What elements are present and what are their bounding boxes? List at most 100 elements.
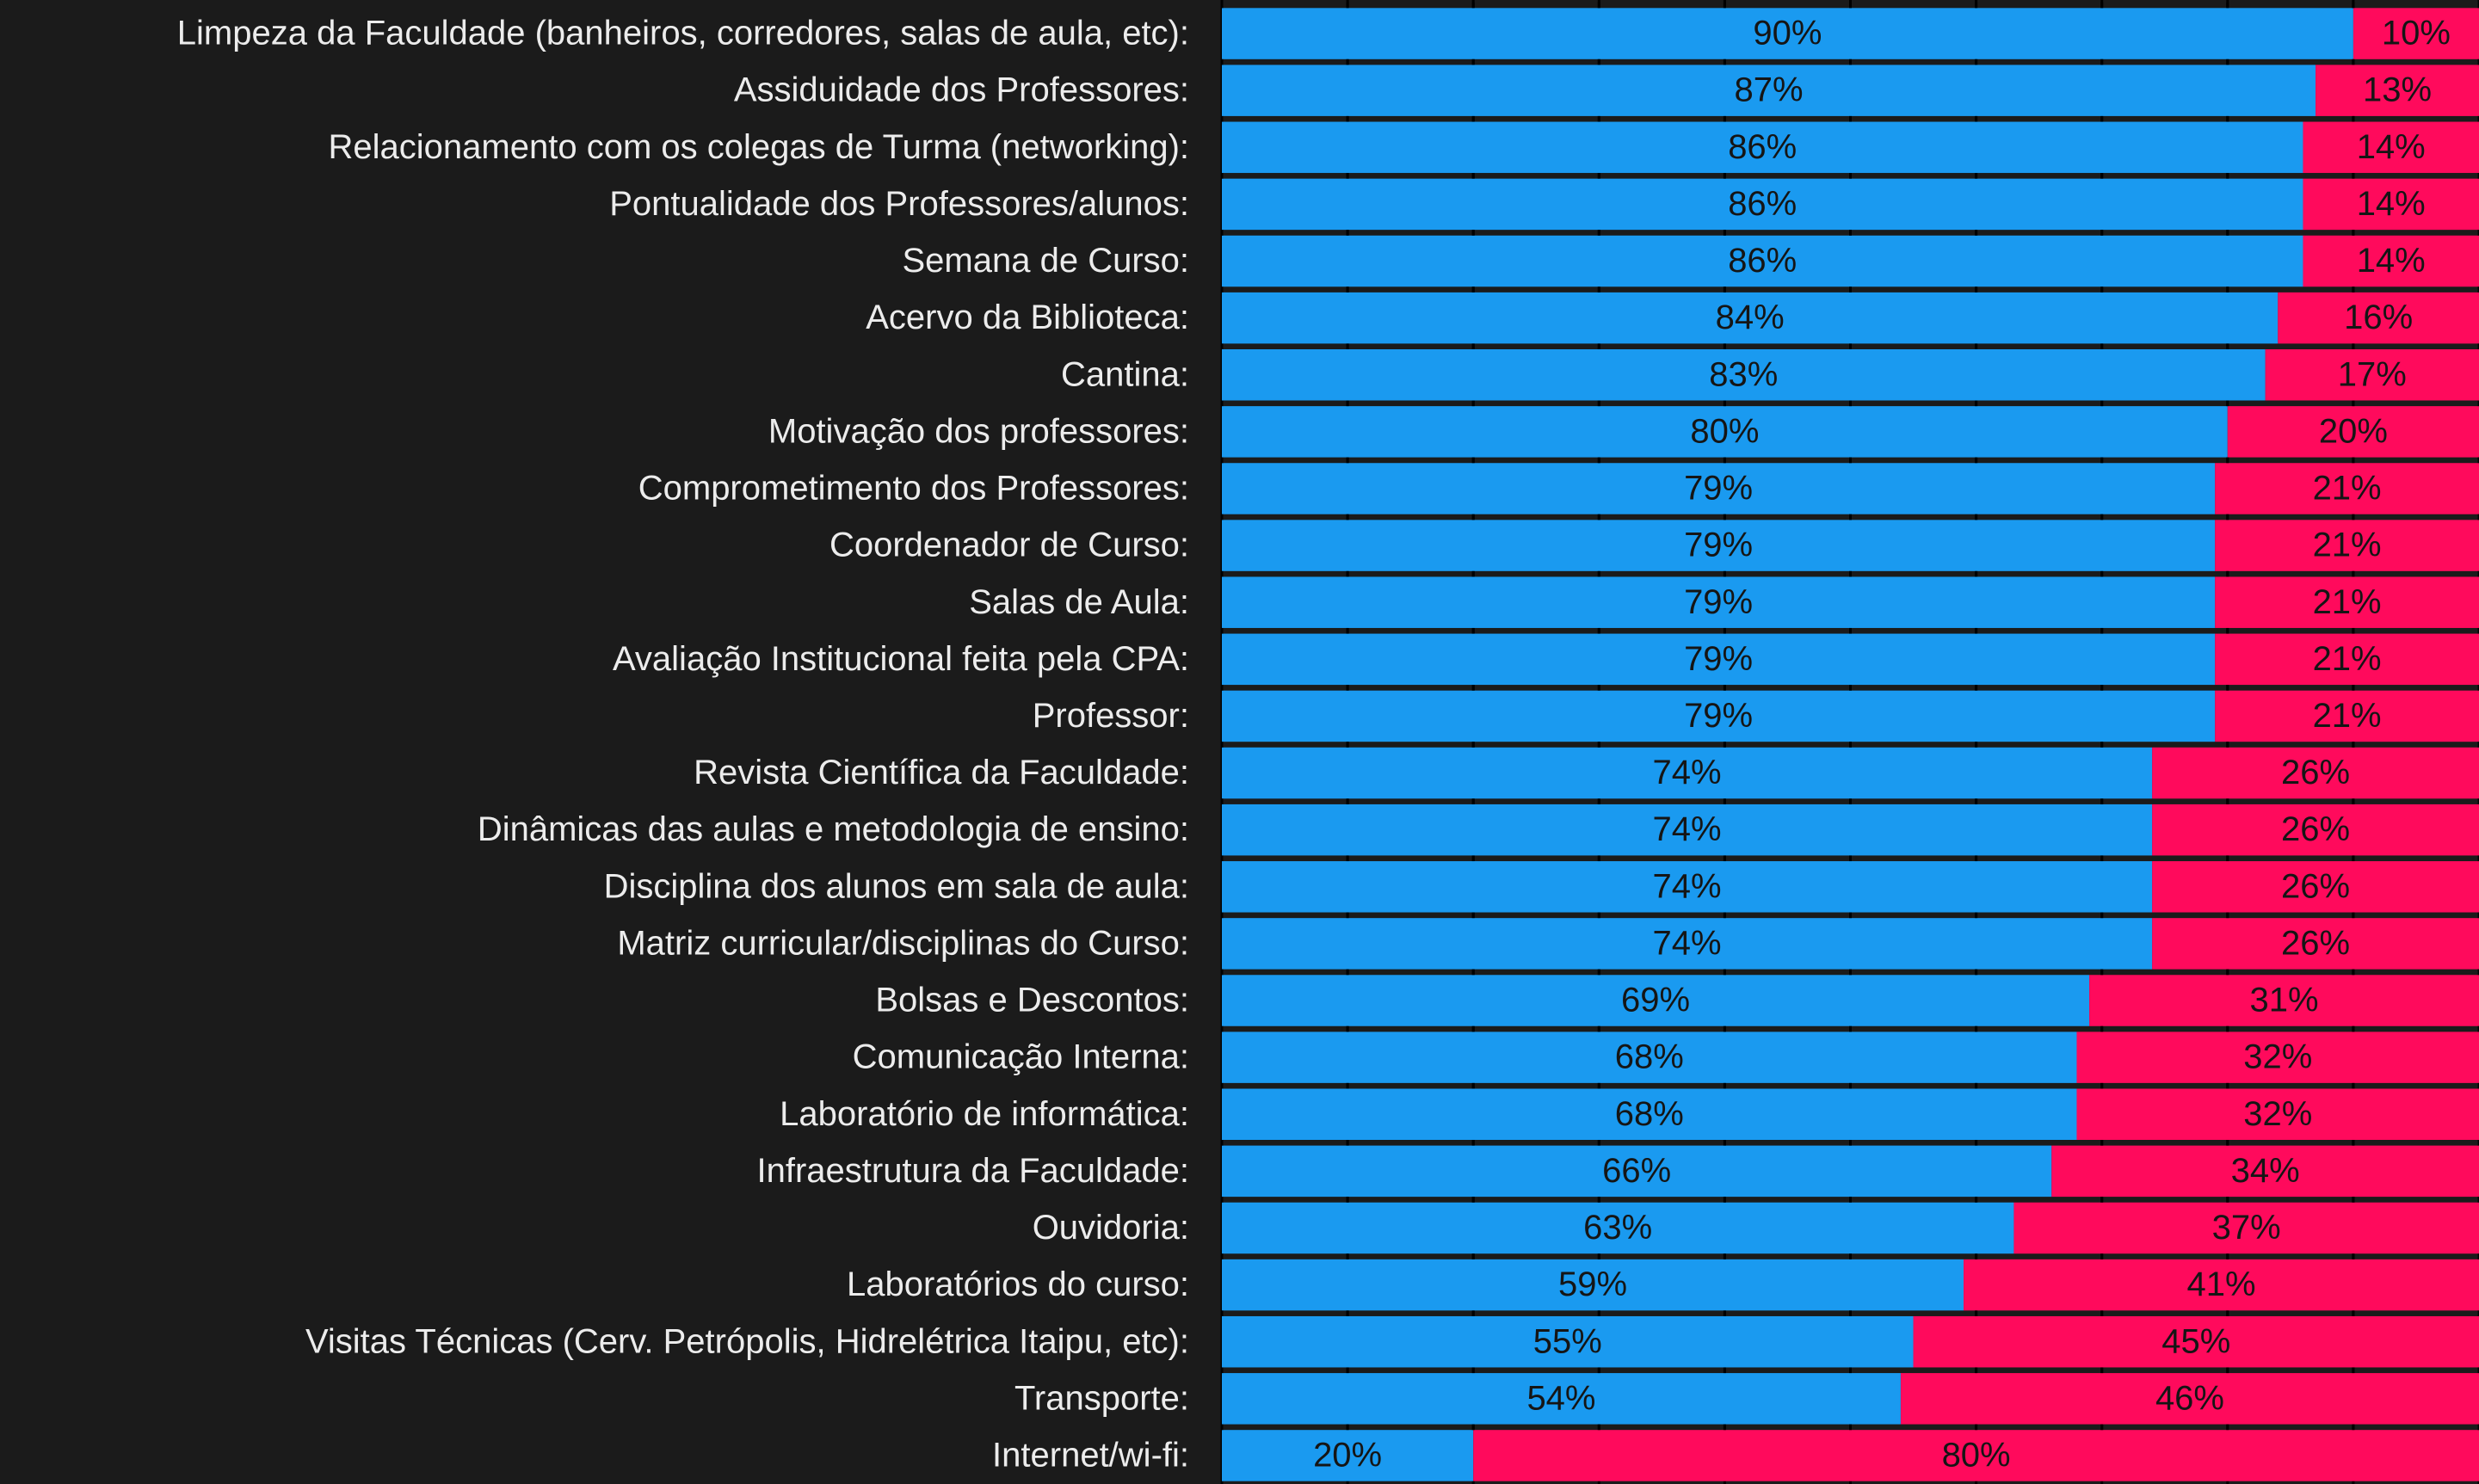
value-label: 21% [2313,697,2382,735]
category-label: Transporte: [1014,1379,1189,1417]
value-label: 83% [1709,355,1778,393]
value-label: 74% [1653,754,1722,791]
bar-segment [2227,406,2479,458]
value-label: 26% [2281,924,2350,962]
value-label: 32% [2243,1095,2312,1133]
bar-segment [2152,804,2479,856]
bar-segment [2076,1031,2479,1083]
bar-segment [2278,292,2479,344]
value-label: 21% [2313,470,2382,508]
value-label: 79% [1684,526,1753,564]
bar-segment [2303,178,2479,231]
bar-segment [1222,1031,2077,1083]
category-label: Semana de Curso: [902,242,1189,280]
bar-segment [2152,918,2479,970]
bar-segment [2013,1202,2479,1254]
value-label: 79% [1684,697,1753,735]
category-label: Infraestrutura da Faculdade: [756,1152,1189,1190]
category-label: Assiduidade dos Professores: [734,71,1189,109]
category-label: Visitas Técnicas (Cerv. Petrópolis, Hidr… [305,1322,1189,1360]
bar-segment [2215,463,2479,514]
value-label: 17% [2338,355,2407,393]
bar-segment [2215,576,2479,628]
bar-segment [1963,1259,2479,1311]
bar-segment [1222,463,2216,514]
bar-segment [1222,861,2153,913]
value-label: 84% [1716,299,1785,336]
bar-segment [1900,1373,2479,1425]
bar-segment [1222,65,2316,116]
bar-segment [2303,121,2479,174]
bar-segment [2316,65,2479,116]
value-label: 59% [1558,1265,1627,1303]
value-label: 74% [1653,810,1722,848]
value-label: 80% [1690,412,1759,450]
value-label: 68% [1615,1038,1684,1076]
category-label: Laboratório de informática: [780,1095,1189,1133]
bar-segment [1222,235,2303,287]
category-label: Comunicação Interna: [853,1038,1189,1076]
category-label: Avaliação Institucional feita pela CPA: [613,640,1189,678]
value-label: 63% [1583,1209,1652,1247]
bar-segment [1222,178,2303,231]
category-label: Ouvidoria: [1033,1209,1189,1247]
bar-segment [2215,690,2479,742]
bar-segment [2152,747,2479,799]
value-label: 32% [2243,1038,2312,1076]
value-label: 26% [2281,754,2350,791]
bar-segment [1222,292,2279,344]
bar-segment [1222,747,2153,799]
value-label: 13% [2363,71,2432,109]
category-label: Cantina: [1061,355,1189,393]
bar-segment [1222,690,2216,742]
value-label: 46% [2155,1379,2224,1417]
bar-segment [1222,1145,2052,1198]
value-label: 45% [2161,1322,2230,1360]
value-label: 66% [1602,1152,1671,1190]
value-label: 14% [2357,128,2426,166]
value-label: 10% [2382,15,2451,52]
category-label: Laboratórios do curso: [847,1265,1189,1303]
bar-segment [1222,406,2228,458]
bar-segment [1222,8,2353,59]
value-label: 90% [1753,15,1822,52]
category-label: Disciplina dos alunos em sala de aula: [604,867,1189,905]
category-label: Bolsas e Descontos: [875,982,1189,1019]
bar-segment [2265,348,2479,401]
bar-segment [2215,520,2479,571]
bar-segment [2152,861,2479,913]
category-label: Salas de Aula: [969,583,1189,621]
value-label: 55% [1533,1322,1602,1360]
value-label: 86% [1728,128,1797,166]
bar-segment [2076,1088,2479,1141]
value-label: 34% [2231,1152,2300,1190]
value-label: 74% [1653,867,1722,905]
bar-segment [1222,121,2303,174]
bar-segment [1222,1430,1474,1481]
value-label: 14% [2357,242,2426,280]
value-label: 20% [2319,412,2388,450]
bar-segment [1222,918,2153,970]
value-label: 26% [2281,810,2350,848]
bar-segment [1913,1315,2479,1368]
category-label: Pontualidade dos Professores/alunos: [609,185,1189,223]
category-label: Revista Científica da Faculdade: [694,754,1189,791]
bar-segment [1222,975,2090,1026]
category-label: Internet/wi-fi: [992,1437,1189,1475]
value-label: 31% [2250,982,2319,1019]
value-label: 79% [1684,640,1753,678]
bar-segment [2051,1145,2479,1198]
value-label: 21% [2313,526,2382,564]
value-label: 79% [1684,470,1753,508]
bar-segment [1222,520,2216,571]
value-label: 80% [1942,1437,2011,1475]
value-label: 21% [2313,640,2382,678]
bar-segment [1222,1373,1901,1425]
value-label: 86% [1728,185,1797,223]
value-label: 86% [1728,242,1797,280]
category-label: Matriz curricular/disciplinas do Curso: [617,924,1189,962]
bar-segment [2215,633,2479,686]
value-label: 54% [1526,1379,1595,1417]
